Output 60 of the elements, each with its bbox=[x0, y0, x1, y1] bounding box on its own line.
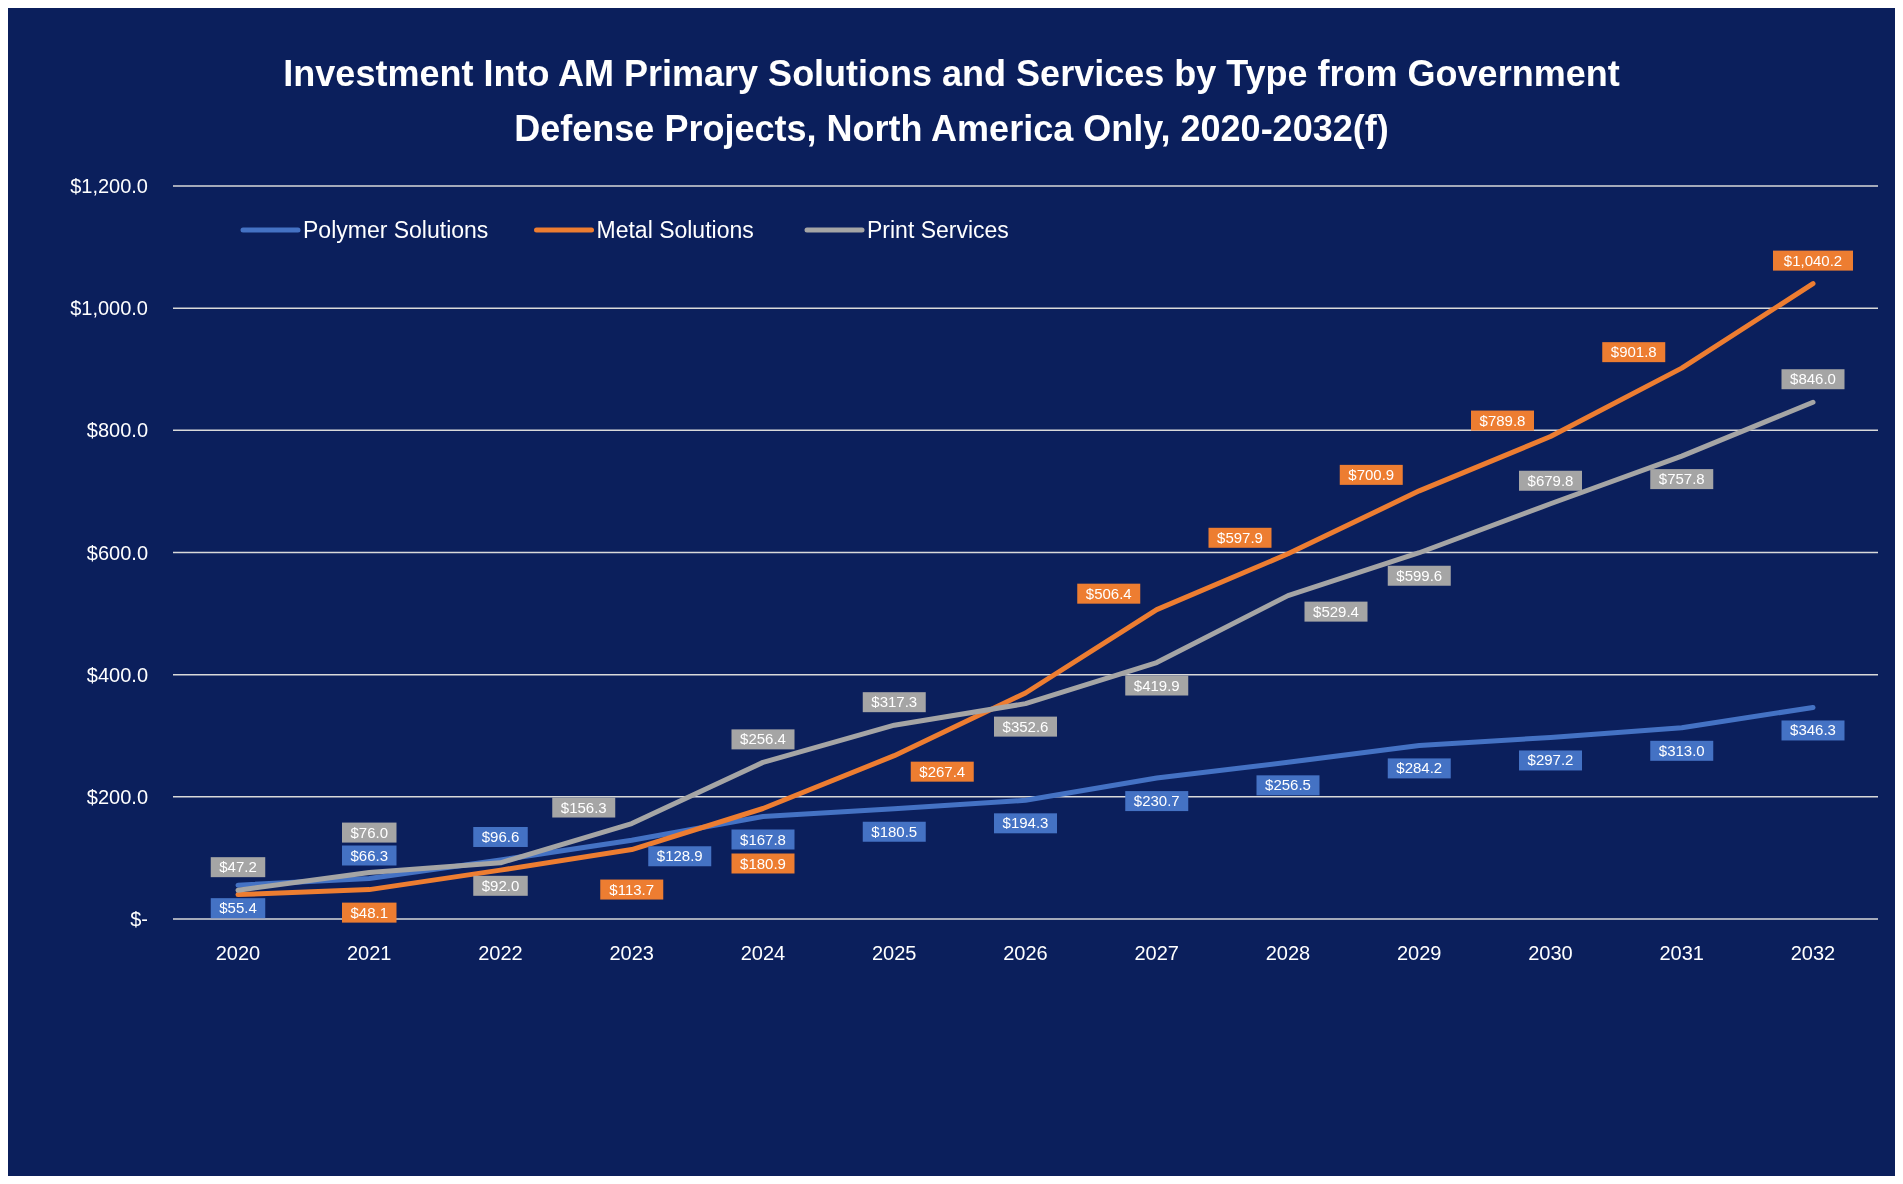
x-tick-label: 2023 bbox=[609, 942, 654, 964]
data-label: $180.9 bbox=[740, 854, 786, 872]
x-tick-label: 2027 bbox=[1134, 942, 1179, 964]
data-label: $679.8 bbox=[1527, 471, 1574, 489]
data-label: $267.4 bbox=[919, 762, 966, 780]
data-label: $846.0 bbox=[1790, 370, 1836, 388]
y-tick-label: $400.0 bbox=[86, 663, 148, 686]
data-label: $757.8 bbox=[1658, 470, 1705, 488]
y-tick-label: $800.0 bbox=[86, 419, 148, 442]
x-tick-label: 2030 bbox=[1528, 942, 1573, 964]
data-label: $352.6 bbox=[1002, 717, 1049, 735]
data-label: $230.7 bbox=[1133, 792, 1180, 810]
data-label: $599.6 bbox=[1396, 566, 1443, 584]
x-tick-label: 2032 bbox=[1790, 942, 1836, 964]
x-tick-label: 2028 bbox=[1265, 942, 1311, 964]
data-label: $55.4 bbox=[219, 899, 257, 917]
x-tick-label: 2025 bbox=[872, 942, 917, 964]
x-tick-label: 2022 bbox=[478, 942, 523, 964]
data-label: $92.0 bbox=[481, 876, 520, 894]
data-label: $156.3 bbox=[560, 798, 607, 816]
data-label: $167.8 bbox=[740, 830, 786, 848]
data-label: $346.3 bbox=[1790, 721, 1836, 739]
data-label: $128.9 bbox=[656, 847, 703, 865]
chart-title: Investment Into AM Primary Solutions and Services by Type from Government Defense Projects, North America Only, 2020-2032(f) bbox=[283, 53, 1620, 149]
x-tick-label: 2024 bbox=[740, 942, 786, 964]
data-label: $700.9 bbox=[1348, 465, 1395, 483]
y-tick-label: $200.0 bbox=[86, 785, 148, 808]
data-label: $256.5 bbox=[1265, 776, 1311, 794]
data-label: $284.2 bbox=[1396, 759, 1443, 777]
data-label: $297.2 bbox=[1527, 751, 1574, 769]
data-label: $313.0 bbox=[1658, 741, 1705, 759]
data-label: $180.5 bbox=[871, 822, 918, 840]
data-label: $506.4 bbox=[1085, 584, 1132, 602]
data-label: $76.0 bbox=[350, 823, 389, 841]
legend-label: Polymer Solutions bbox=[303, 217, 489, 243]
y-tick-label: $- bbox=[130, 908, 148, 930]
data-label: $48.1 bbox=[350, 903, 389, 921]
data-label: $47.2 bbox=[219, 858, 257, 876]
y-tick-label: $1,200.0 bbox=[70, 175, 148, 197]
legend-label: Metal Solutions bbox=[596, 217, 754, 243]
data-label: $66.3 bbox=[350, 846, 389, 864]
data-label: $96.6 bbox=[481, 827, 520, 845]
x-tick-label: 2026 bbox=[1003, 942, 1048, 964]
data-label: $194.3 bbox=[1002, 814, 1049, 832]
data-label: $901.8 bbox=[1610, 343, 1657, 361]
y-tick-label: $1,000.0 bbox=[70, 297, 148, 320]
x-tick-label: 2021 bbox=[347, 942, 392, 964]
data-label: $317.3 bbox=[871, 693, 918, 711]
data-label: $1,040.2 bbox=[1783, 251, 1843, 269]
data-label: $597.9 bbox=[1217, 528, 1263, 546]
legend-label: Print Services bbox=[867, 217, 1009, 243]
x-tick-label: 2029 bbox=[1397, 942, 1442, 964]
data-label: $789.8 bbox=[1479, 411, 1526, 429]
data-label: $419.9 bbox=[1133, 676, 1180, 694]
data-label: $529.4 bbox=[1313, 602, 1359, 620]
x-tick-label: 2031 bbox=[1659, 942, 1704, 964]
data-label: $113.7 bbox=[609, 880, 655, 898]
x-tick-label: 2020 bbox=[215, 942, 261, 964]
y-tick-label: $600.0 bbox=[86, 541, 148, 564]
data-label: $256.4 bbox=[740, 730, 786, 748]
